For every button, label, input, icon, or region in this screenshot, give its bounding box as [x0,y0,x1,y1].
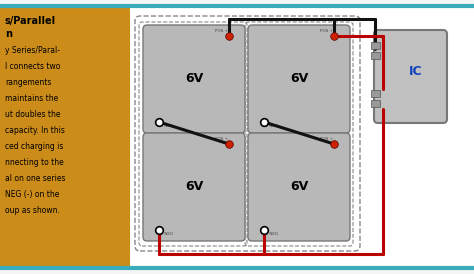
Text: POS +: POS + [320,137,333,141]
FancyBboxPatch shape [130,6,474,268]
Text: al on one series: al on one series [5,174,65,183]
Text: y Series/Paral-: y Series/Paral- [5,46,60,55]
Text: POS +: POS + [215,29,228,33]
Text: oup as shown.: oup as shown. [5,206,60,215]
Bar [371,52,380,59]
FancyBboxPatch shape [248,25,350,133]
FancyBboxPatch shape [143,25,245,133]
FancyBboxPatch shape [248,133,350,241]
Bar [371,90,380,97]
Text: l connects two: l connects two [5,62,60,71]
Text: IC: IC [409,65,422,78]
Text: n: n [5,29,12,39]
Text: NEG (-) on the: NEG (-) on the [5,190,59,199]
FancyBboxPatch shape [374,30,447,123]
Bar [371,42,380,49]
FancyBboxPatch shape [0,6,130,268]
FancyBboxPatch shape [143,133,245,241]
Text: POS +: POS + [215,137,228,141]
Text: maintains the: maintains the [5,94,58,103]
Text: 6V: 6V [290,181,308,193]
Text: 6V: 6V [185,73,203,85]
Text: nnecting to the: nnecting to the [5,158,64,167]
Text: – NEG: – NEG [266,232,278,236]
FancyBboxPatch shape [135,16,360,251]
Text: 6V: 6V [290,73,308,85]
Text: ced charging is: ced charging is [5,142,64,151]
Text: POS +: POS + [320,29,333,33]
Bar [371,100,380,107]
Text: ut doubles the: ut doubles the [5,110,61,119]
Text: capacity. In this: capacity. In this [5,126,65,135]
Text: rangements: rangements [5,78,51,87]
Text: – NEG: – NEG [161,232,173,236]
Text: s/Parallel: s/Parallel [5,16,56,26]
Text: – NEG: – NEG [161,124,173,128]
Text: – NEG: – NEG [266,124,278,128]
Text: 6V: 6V [185,181,203,193]
